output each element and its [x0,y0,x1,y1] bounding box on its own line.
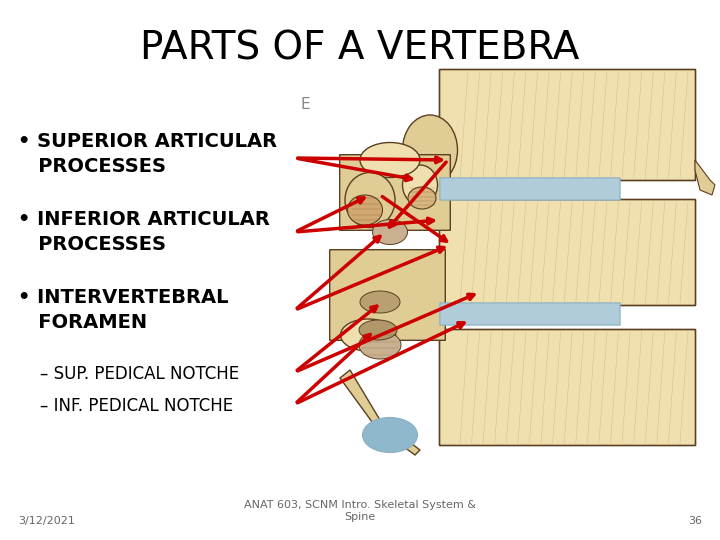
FancyBboxPatch shape [340,154,450,230]
Ellipse shape [408,187,436,209]
Ellipse shape [402,165,438,205]
FancyBboxPatch shape [439,329,696,445]
FancyBboxPatch shape [330,249,445,340]
Polygon shape [695,160,715,195]
Ellipse shape [402,115,457,185]
Ellipse shape [345,172,395,227]
Ellipse shape [360,291,400,313]
Text: ANAT 603, SCNM Intro. Skeletal System &
Spine: ANAT 603, SCNM Intro. Skeletal System & … [244,501,476,522]
Text: PARTS OF A VERTEBRA: PARTS OF A VERTEBRA [140,30,580,68]
Text: • INFERIOR ARTICULAR
   PROCESSES: • INFERIOR ARTICULAR PROCESSES [18,210,270,254]
Text: – INF. PEDICAL NOTCHE: – INF. PEDICAL NOTCHE [40,397,233,415]
Ellipse shape [359,320,397,340]
Ellipse shape [372,219,408,245]
Text: 36: 36 [688,516,702,526]
Ellipse shape [360,143,420,178]
Text: • INTERVERTEBRAL
   FORAMEN: • INTERVERTEBRAL FORAMEN [18,288,228,332]
Text: • SUPERIOR ARTICULAR
   PROCESSES: • SUPERIOR ARTICULAR PROCESSES [18,132,277,176]
FancyBboxPatch shape [440,178,620,200]
FancyBboxPatch shape [439,70,696,180]
FancyBboxPatch shape [439,199,696,306]
Text: E: E [300,97,310,112]
Text: 3/12/2021: 3/12/2021 [18,516,75,526]
Ellipse shape [341,319,395,351]
Text: – SUP. PEDICAL NOTCHE: – SUP. PEDICAL NOTCHE [40,365,239,383]
Ellipse shape [359,331,401,359]
Ellipse shape [362,417,418,453]
Polygon shape [340,370,420,455]
Ellipse shape [348,195,382,225]
FancyBboxPatch shape [440,303,620,325]
